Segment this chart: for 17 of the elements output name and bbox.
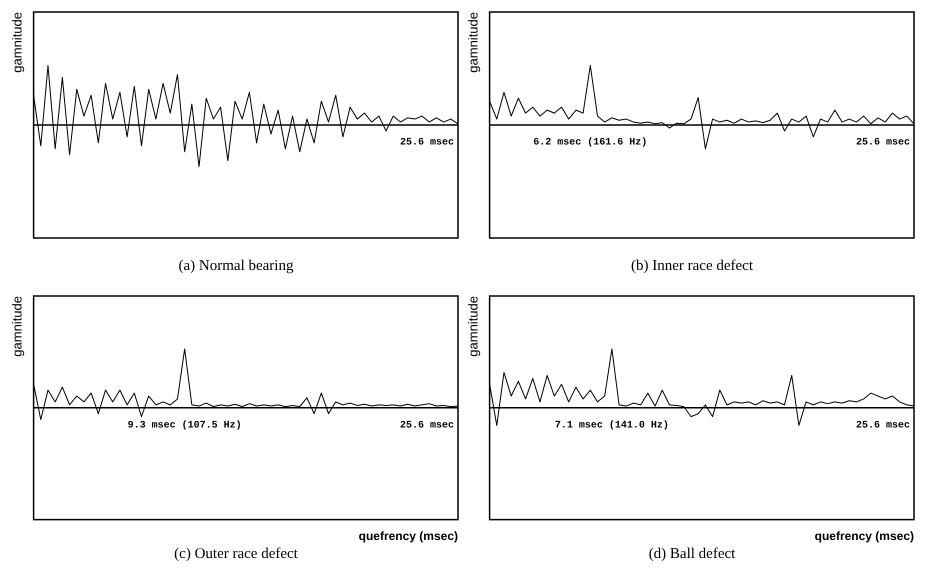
text: (d) Ball defect [648,546,736,563]
annotation: 25.6 msec [400,138,454,149]
annotation: 25.6 msec [856,138,910,149]
annotation: 25.6 msec [856,420,910,432]
text: 25.6 msec [400,420,454,432]
y-axis-title: gamnitude [465,296,480,357]
text: (c) Outer race defect [174,546,298,563]
y-axis-title: gamnitude [465,12,480,73]
annotation: 7.1 msec (141.0 Hz) [554,419,669,432]
y-axis-title: gamnitude [9,12,24,73]
x-axis-title: quefrency (msec) [814,529,914,544]
y-axis-title: gamnitude [9,296,24,357]
x-axis-title: quefrency (msec) [358,529,458,544]
annotation: 6.2 msec (161.6 Hz) [533,136,648,149]
text: 9.3 msec (107.5 Hz) [128,419,242,432]
text: (b) Inner race defect [631,258,753,275]
text: (a) Normal bearing [178,258,294,275]
